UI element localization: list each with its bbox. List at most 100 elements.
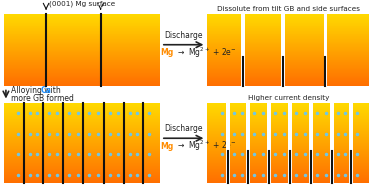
- Bar: [285, 25, 324, 26]
- Bar: [327, 49, 369, 50]
- Bar: [250, 130, 267, 131]
- Bar: [292, 146, 309, 147]
- Bar: [285, 44, 324, 45]
- Bar: [313, 151, 330, 152]
- Bar: [327, 84, 369, 85]
- Bar: [292, 171, 309, 172]
- Bar: [207, 106, 226, 107]
- Bar: [230, 171, 246, 172]
- Bar: [207, 16, 241, 17]
- Bar: [4, 154, 160, 155]
- Bar: [292, 118, 309, 119]
- Bar: [245, 63, 282, 64]
- Bar: [285, 16, 324, 17]
- Bar: [285, 71, 324, 72]
- Bar: [4, 132, 160, 133]
- Bar: [285, 59, 324, 60]
- Bar: [334, 171, 349, 172]
- Bar: [245, 76, 282, 77]
- Bar: [4, 71, 160, 72]
- Bar: [285, 36, 324, 37]
- Bar: [250, 115, 267, 116]
- Bar: [4, 144, 160, 145]
- Bar: [271, 144, 288, 145]
- Bar: [250, 140, 267, 141]
- Bar: [207, 108, 226, 109]
- Bar: [4, 42, 160, 43]
- Bar: [4, 112, 160, 113]
- Bar: [230, 113, 246, 114]
- Bar: [292, 124, 309, 125]
- Bar: [292, 103, 309, 105]
- Bar: [207, 81, 241, 82]
- Bar: [292, 176, 309, 177]
- Bar: [334, 125, 349, 126]
- Bar: [4, 61, 160, 62]
- Bar: [230, 103, 246, 105]
- Bar: [207, 182, 226, 183]
- Bar: [292, 164, 309, 165]
- Bar: [245, 21, 282, 22]
- Bar: [230, 162, 246, 163]
- Bar: [313, 168, 330, 169]
- Bar: [353, 117, 369, 118]
- Bar: [313, 160, 330, 161]
- Text: Discharge: Discharge: [164, 31, 203, 40]
- Bar: [313, 167, 330, 168]
- Bar: [292, 169, 309, 170]
- Bar: [353, 141, 369, 142]
- Bar: [230, 136, 246, 137]
- Bar: [334, 133, 349, 134]
- Bar: [4, 39, 160, 40]
- Bar: [353, 144, 369, 145]
- Bar: [4, 123, 160, 124]
- Bar: [4, 117, 160, 118]
- Bar: [230, 129, 246, 130]
- Bar: [4, 75, 160, 76]
- Bar: [285, 37, 324, 38]
- Bar: [250, 172, 267, 173]
- Bar: [250, 147, 267, 148]
- Bar: [4, 150, 160, 151]
- Bar: [250, 135, 267, 136]
- Bar: [353, 159, 369, 160]
- Bar: [4, 175, 160, 176]
- Bar: [271, 182, 288, 183]
- Bar: [334, 126, 349, 127]
- Bar: [285, 45, 324, 46]
- Bar: [353, 128, 369, 129]
- Bar: [4, 65, 160, 66]
- Bar: [292, 167, 309, 168]
- Bar: [271, 145, 288, 146]
- Bar: [334, 168, 349, 169]
- Bar: [207, 141, 226, 142]
- Bar: [207, 153, 226, 154]
- Bar: [207, 54, 241, 55]
- Bar: [245, 60, 282, 61]
- Bar: [207, 22, 241, 23]
- Bar: [292, 133, 309, 134]
- Bar: [245, 74, 282, 75]
- Bar: [207, 137, 226, 138]
- Bar: [271, 105, 288, 106]
- Bar: [4, 128, 160, 129]
- Bar: [230, 146, 246, 147]
- Bar: [230, 130, 246, 131]
- Bar: [313, 176, 330, 177]
- Bar: [292, 179, 309, 180]
- Bar: [250, 131, 267, 132]
- Bar: [353, 176, 369, 177]
- Bar: [327, 66, 369, 67]
- Bar: [292, 166, 309, 167]
- Bar: [250, 121, 267, 122]
- Bar: [334, 107, 349, 108]
- Bar: [250, 133, 267, 134]
- Bar: [271, 116, 288, 117]
- Bar: [327, 72, 369, 73]
- Bar: [207, 50, 241, 51]
- Bar: [353, 162, 369, 163]
- Bar: [313, 115, 330, 116]
- Bar: [327, 65, 369, 66]
- Bar: [230, 116, 246, 117]
- Bar: [4, 54, 160, 55]
